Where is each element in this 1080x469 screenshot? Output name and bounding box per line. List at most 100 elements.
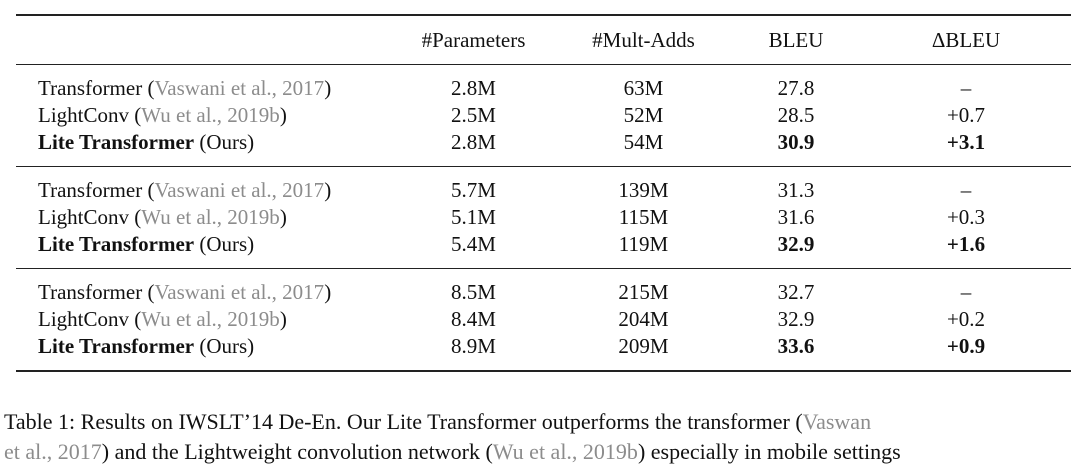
cite-open: ( xyxy=(142,178,155,202)
caption-citation-link[interactable]: et al., 2017 xyxy=(4,439,102,464)
citation-link[interactable]: Vaswani et al., 2017 xyxy=(154,178,325,202)
mult-adds-cell: 54M xyxy=(623,130,664,154)
bleu-cell: 30.9 xyxy=(777,130,815,154)
table-row: Transformer (Vaswani et al., 2017) 8.5M … xyxy=(16,269,1071,307)
citation-link[interactable]: Vaswani et al., 2017 xyxy=(154,280,325,304)
header-delta-bleu: ΔBLEU xyxy=(931,27,1001,52)
params-cell: 2.8M xyxy=(451,76,496,100)
bleu-cell: 31.6 xyxy=(777,205,815,229)
method-suffix: (Ours) xyxy=(194,130,255,154)
cite-open: ( xyxy=(129,205,142,229)
bleu-cell: 28.5 xyxy=(777,103,815,127)
cite-open: ( xyxy=(142,280,155,304)
bleu-cell: 32.9 xyxy=(777,307,815,331)
mult-adds-cell: 204M xyxy=(618,307,669,331)
bleu-cell: 27.8 xyxy=(777,76,815,100)
table-row: Lite Transformer (Ours) 5.4M 119M 32.9 +… xyxy=(16,231,1071,269)
delta-bleu-cell: – xyxy=(960,178,972,202)
cite-open: ( xyxy=(129,103,142,127)
mult-adds-cell: 139M xyxy=(618,178,669,202)
header-parameters: #Parameters xyxy=(421,27,526,52)
method-name: Transformer xyxy=(38,178,143,202)
table-row: Lite Transformer (Ours) 2.8M 54M 30.9 +3… xyxy=(16,129,1071,167)
results-table: #Parameters #Mult-Adds BLEU ΔBLEU Transf… xyxy=(16,14,1071,372)
mult-adds-cell: 52M xyxy=(623,103,664,127)
method-cell: Transformer (Vaswani et al., 2017) xyxy=(16,167,391,205)
method-cell: Lite Transformer (Ours) xyxy=(16,129,391,167)
table-row: Lite Transformer (Ours) 8.9M 209M 33.6 +… xyxy=(16,333,1071,371)
cite-close: ) xyxy=(324,178,332,202)
header-bleu: BLEU xyxy=(768,27,824,52)
caption-citation-link[interactable]: Vaswan xyxy=(802,409,872,434)
method-name: Transformer xyxy=(38,76,143,100)
table-row: LightConv (Wu et al., 2019b) 8.4M 204M 3… xyxy=(16,306,1071,333)
method-cell: Transformer (Vaswani et al., 2017) xyxy=(16,269,391,307)
params-cell: 5.7M xyxy=(451,178,496,202)
cite-close: ) xyxy=(324,280,332,304)
params-cell: 2.8M xyxy=(451,130,496,154)
header-mult-adds: #Mult-Adds xyxy=(592,27,695,52)
method-cell: Lite Transformer (Ours) xyxy=(16,231,391,269)
caption-text: Table 1: Results on IWSLT’14 De-En. Our … xyxy=(4,409,803,434)
method-name: Lite Transformer xyxy=(38,232,195,256)
method-cell: LightConv (Wu et al., 2019b) xyxy=(16,102,391,129)
params-cell: 8.9M xyxy=(451,334,496,358)
method-suffix: (Ours) xyxy=(194,232,255,256)
mult-adds-cell: 209M xyxy=(618,334,669,358)
mult-adds-cell: 215M xyxy=(618,280,669,304)
citation-link[interactable]: Vaswani et al., 2017 xyxy=(154,76,325,100)
bleu-cell: 33.6 xyxy=(777,334,815,358)
method-name: LightConv xyxy=(38,103,130,127)
method-cell: LightConv (Wu et al., 2019b) xyxy=(16,306,391,333)
citation-link[interactable]: Wu et al., 2019b xyxy=(141,205,280,229)
delta-bleu-cell: +3.1 xyxy=(946,130,986,154)
citation-link[interactable]: Wu et al., 2019b xyxy=(141,307,280,331)
delta-bleu-cell: +0.9 xyxy=(946,334,986,358)
method-cell: Lite Transformer (Ours) xyxy=(16,333,391,371)
method-cell: LightConv (Wu et al., 2019b) xyxy=(16,204,391,231)
method-name: Lite Transformer xyxy=(38,130,195,154)
delta-bleu-cell: – xyxy=(960,76,972,100)
cite-open: ( xyxy=(129,307,142,331)
delta-bleu-cell: +0.3 xyxy=(946,205,986,229)
method-cell: Transformer (Vaswani et al., 2017) xyxy=(16,65,391,103)
table-row: LightConv (Wu et al., 2019b) 5.1M 115M 3… xyxy=(16,204,1071,231)
caption-line-1: Table 1: Results on IWSLT’14 De-En. Our … xyxy=(4,407,1080,437)
mult-adds-cell: 115M xyxy=(618,205,669,229)
table-group-small: Transformer (Vaswani et al., 2017) 2.8M … xyxy=(16,65,1071,167)
table-group-large: Transformer (Vaswani et al., 2017) 8.5M … xyxy=(16,269,1071,371)
cite-close: ) xyxy=(279,103,287,127)
table-row: Transformer (Vaswani et al., 2017) 5.7M … xyxy=(16,167,1071,205)
header-row: #Parameters #Mult-Adds BLEU ΔBLEU xyxy=(16,15,1071,65)
params-cell: 8.4M xyxy=(451,307,496,331)
mult-adds-cell: 63M xyxy=(623,76,664,100)
table-row: LightConv (Wu et al., 2019b) 2.5M 52M 28… xyxy=(16,102,1071,129)
caption-text: ) especially in mobile settings xyxy=(637,439,901,464)
cite-close: ) xyxy=(324,76,332,100)
header-method xyxy=(16,15,391,65)
table-caption: Table 1: Results on IWSLT’14 De-En. Our … xyxy=(4,407,1080,467)
citation-link[interactable]: Wu et al., 2019b xyxy=(141,103,280,127)
params-cell: 5.1M xyxy=(451,205,496,229)
mult-adds-cell: 119M xyxy=(618,232,669,256)
delta-bleu-cell: +1.6 xyxy=(946,232,986,256)
params-cell: 2.5M xyxy=(451,103,496,127)
table-header: #Parameters #Mult-Adds BLEU ΔBLEU xyxy=(16,15,1071,65)
table-group-medium: Transformer (Vaswani et al., 2017) 5.7M … xyxy=(16,167,1071,269)
caption-citation-link[interactable]: Wu et al., 2019b xyxy=(492,439,638,464)
bleu-cell: 31.3 xyxy=(777,178,815,202)
method-name: LightConv xyxy=(38,205,130,229)
bleu-cell: 32.9 xyxy=(777,232,815,256)
delta-bleu-cell: +0.2 xyxy=(946,307,986,331)
method-name: Lite Transformer xyxy=(38,334,195,358)
method-suffix: (Ours) xyxy=(194,334,255,358)
method-name: LightConv xyxy=(38,307,130,331)
cite-close: ) xyxy=(279,307,287,331)
table-row: Transformer (Vaswani et al., 2017) 2.8M … xyxy=(16,65,1071,103)
method-name: Transformer xyxy=(38,280,143,304)
params-cell: 8.5M xyxy=(451,280,496,304)
results-table-container: #Parameters #Mult-Adds BLEU ΔBLEU Transf… xyxy=(16,14,1071,372)
delta-bleu-cell: – xyxy=(960,280,972,304)
params-cell: 5.4M xyxy=(451,232,496,256)
caption-line-2: et al., 2017) and the Lightweight convol… xyxy=(4,437,1080,467)
